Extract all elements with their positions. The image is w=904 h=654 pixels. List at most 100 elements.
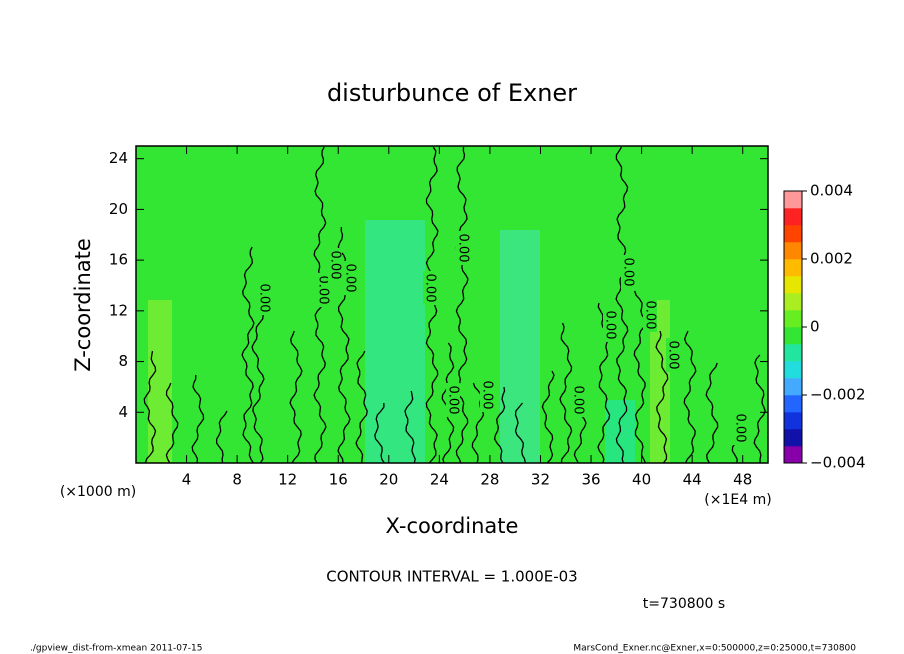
contour-interval: CONTOUR INTERVAL = 1.000E-03 [326, 568, 577, 586]
colorbar-band [784, 412, 802, 430]
contour-label: 0.00 [480, 381, 495, 410]
x-tick-label: 44 [683, 471, 702, 489]
colorbar-band [784, 344, 802, 362]
contour-line [374, 402, 385, 464]
colorbar-band [784, 327, 802, 345]
contour-line [289, 330, 303, 464]
colorbar-band [784, 242, 802, 260]
contour-label-bg [643, 298, 657, 332]
colorbar-band [784, 259, 802, 277]
contour-line [615, 146, 629, 464]
colorbar-band [784, 361, 802, 379]
contour-line [251, 302, 265, 464]
colorbar-tick-label: −0.002 [810, 386, 866, 404]
colorbar-band [784, 446, 802, 464]
x-tick-label: 28 [480, 471, 499, 489]
contour-label: 0.00 [571, 386, 586, 415]
contour-line [404, 390, 416, 464]
x-tick-label: 48 [733, 471, 752, 489]
contour-line [514, 402, 527, 464]
contour-label: 0.00 [621, 258, 636, 287]
contour-line [493, 386, 506, 464]
time-label: t=730800 s [643, 596, 725, 612]
contour-line [655, 330, 669, 464]
field-patch [365, 220, 425, 463]
contour-label: 0.00 [446, 386, 461, 415]
contour-label: 0.00 [328, 251, 343, 280]
colorbar-tick-label: 0.002 [810, 250, 853, 268]
contour-line [215, 410, 228, 464]
colorbar-band [784, 225, 802, 243]
footer-left: ./gpview_dist-from-xmean 2011-07-15 [30, 644, 202, 654]
x-unit: (×1E4 m) [704, 492, 771, 508]
colorbar-band [784, 395, 802, 413]
x-tick-label: 24 [430, 471, 449, 489]
x-tick-label: 16 [329, 471, 348, 489]
contour-label-bg [666, 338, 680, 372]
contour-label: 0.00 [316, 276, 331, 305]
y-axis-label: Z-coordinate [71, 238, 95, 372]
contour-line [143, 350, 157, 464]
contour-label-bg [316, 273, 330, 307]
footer-right: MarsCond_Exner.nc@Exner,x=0:500000,z=0:2… [573, 644, 856, 654]
contour-line [541, 370, 555, 464]
contour-line [683, 330, 697, 464]
contour-label: 0.00 [423, 274, 438, 303]
contour-label-bg [328, 248, 342, 282]
colorbar-band [784, 378, 802, 396]
x-tick-label: 20 [379, 471, 398, 489]
contour-label-bg [456, 231, 470, 265]
colorbar-tick-label: 0 [810, 318, 820, 336]
field-patch [148, 300, 172, 463]
contour-label-bg [257, 281, 271, 315]
plot-frame [135, 145, 769, 464]
y-tick-label: 16 [109, 251, 128, 269]
contour-label: 0.00 [343, 264, 358, 293]
chart-title: disturbunce of Exner [327, 79, 577, 107]
contour-label: 0.00 [456, 234, 471, 263]
contour-label-bg [480, 378, 494, 412]
contour-label: 0.00 [733, 414, 748, 443]
x-tick-label: 32 [531, 471, 550, 489]
y-unit: (×1000 m) [60, 484, 136, 500]
field-patch [650, 300, 670, 463]
colorbar-tick-label: −0.004 [810, 454, 866, 472]
contour-line [355, 350, 368, 464]
contour-label: 0.00 [666, 341, 681, 370]
contour-line [241, 246, 255, 464]
x-tick-label: 36 [581, 471, 600, 489]
x-tick-label: 12 [278, 471, 297, 489]
x-axis-label: X-coordinate [386, 514, 519, 538]
contour-label-bg [571, 383, 585, 417]
contour-label-bg [733, 411, 747, 445]
colorbar-band [784, 276, 802, 294]
contour-label-bg [446, 383, 460, 417]
colorbar-band [784, 310, 802, 328]
contour-line [191, 374, 205, 464]
contour-label-bg [621, 255, 635, 289]
contour-label-bg [343, 261, 357, 295]
y-tick-label: 4 [118, 403, 128, 421]
y-tick-label: 20 [109, 200, 128, 218]
y-tick-label: 12 [109, 301, 128, 319]
colorbar-band [784, 191, 802, 209]
contour-label: 0.00 [643, 301, 658, 330]
contour-line [705, 362, 719, 464]
contour-label: 0.00 [257, 284, 272, 313]
contour-label-bg [423, 271, 437, 305]
contour-line [559, 322, 573, 464]
contour-label-bg [603, 308, 617, 342]
colorbar-band [784, 293, 802, 311]
contour-line [441, 342, 455, 464]
x-tick-label: 4 [182, 471, 192, 489]
x-tick-label: 8 [232, 471, 242, 489]
y-tick-label: 8 [118, 352, 128, 370]
colorbar-tick-label: 0.004 [810, 182, 853, 200]
y-tick-label: 24 [109, 149, 128, 167]
x-tick-label: 40 [632, 471, 651, 489]
field-patch [500, 230, 540, 463]
colorbar-band [784, 429, 802, 447]
contour-line [165, 382, 179, 464]
contour-line [455, 146, 469, 464]
